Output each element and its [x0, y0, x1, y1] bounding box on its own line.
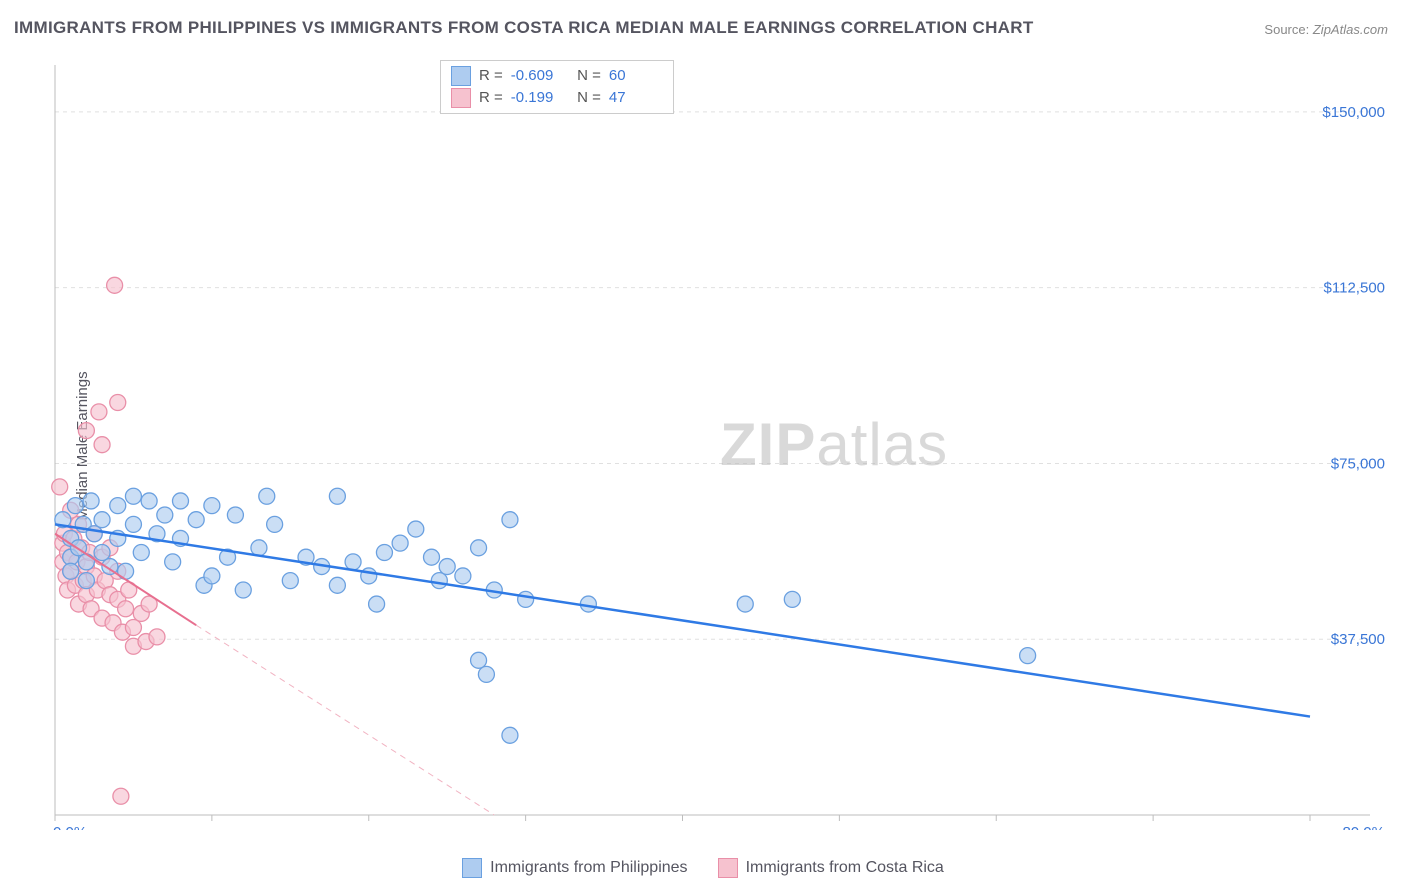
svg-text:$37,500: $37,500: [1331, 631, 1385, 648]
chart-area: $37,500 $75,000 $112,500 $150,000 0.0% 80.0%: [50, 60, 1390, 830]
series-legend-label: Immigrants from Philippines: [490, 859, 687, 877]
legend-row: R =-0.199 N =47: [451, 87, 659, 109]
svg-text:$75,000: $75,000: [1331, 455, 1385, 472]
series-legend-label: Immigrants from Costa Rica: [746, 859, 944, 877]
legend-swatch: [462, 858, 482, 878]
chart-title: IMMIGRANTS FROM PHILIPPINES VS IMMIGRANT…: [14, 18, 1034, 38]
series-legend: Immigrants from Philippines Immigrants fr…: [0, 858, 1406, 878]
legend-row: R =-0.609 N =60: [451, 65, 659, 87]
legend-swatch: [718, 858, 738, 878]
legend-swatch: [451, 66, 471, 86]
source-value: ZipAtlas.com: [1313, 22, 1388, 37]
svg-text:80.0%: 80.0%: [1342, 824, 1385, 830]
svg-text:$112,500: $112,500: [1324, 280, 1385, 297]
source-label: Source:: [1264, 22, 1309, 37]
scatter-plot: $37,500 $75,000 $112,500 $150,000 0.0% 80.0%: [50, 60, 1390, 830]
svg-text:$150,000: $150,000: [1322, 104, 1385, 121]
source-credit: Source: ZipAtlas.com: [1264, 22, 1388, 37]
series-legend-item: Immigrants from Philippines: [462, 858, 687, 878]
svg-text:0.0%: 0.0%: [53, 824, 87, 830]
legend-swatch: [451, 88, 471, 108]
correlation-legend: R =-0.609 N =60R =-0.199 N =47: [440, 60, 674, 114]
series-legend-item: Immigrants from Costa Rica: [718, 858, 944, 878]
